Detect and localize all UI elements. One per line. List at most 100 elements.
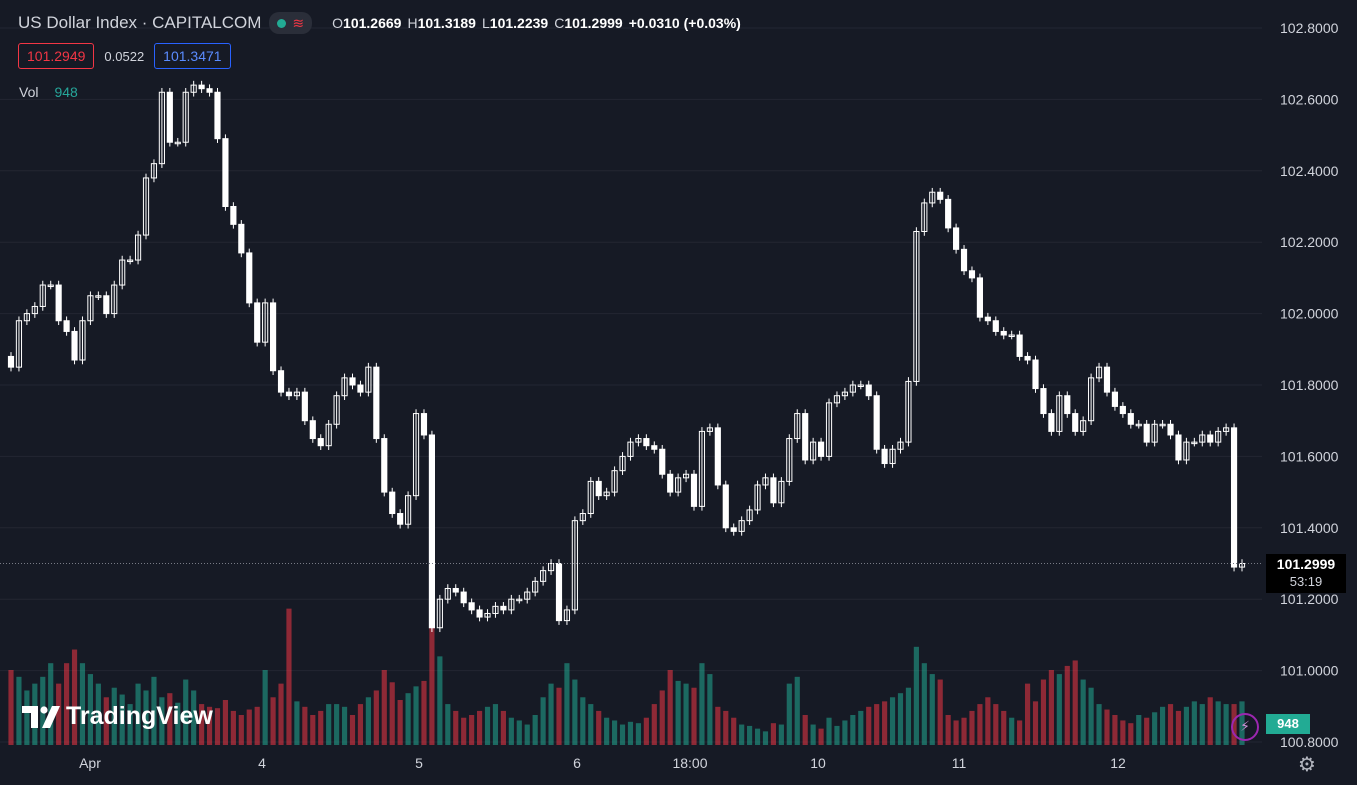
candle-body	[905, 380, 912, 443]
candle-body	[1080, 420, 1087, 432]
candle-body	[754, 484, 761, 511]
price-axis[interactable]: 102.8000 102.6000 102.4000 102.2000 102.0000…	[1280, 20, 1339, 750]
volume-bar	[977, 704, 983, 745]
candle-body	[7, 355, 15, 368]
candle-body	[547, 563, 555, 572]
candle-body	[1103, 366, 1111, 393]
volume-bar	[1167, 704, 1174, 745]
volume-bar	[349, 715, 356, 745]
time-axis[interactable]: Apr 4 5 6 18:00 10 11 12	[79, 755, 1126, 771]
bid-ask-panel: 101.2949 0.0522 101.3471	[18, 43, 231, 69]
volume-bar	[159, 697, 165, 745]
candle-body	[15, 320, 23, 368]
candle-body	[484, 612, 491, 618]
volume-bar	[754, 728, 761, 745]
candle-body	[540, 570, 547, 582]
candle-body	[873, 395, 880, 450]
volume-bar	[993, 704, 999, 745]
volume-bar	[969, 710, 975, 745]
candle-body	[325, 423, 332, 447]
volume-label: Vol	[19, 84, 39, 100]
volume-bar	[1001, 710, 1007, 745]
volume-bar	[270, 697, 276, 745]
candle-body	[1095, 366, 1103, 379]
candle-body	[55, 284, 62, 322]
candle-body	[71, 330, 78, 361]
volume-bar	[64, 663, 70, 745]
price-tick-label: 101.6000	[1280, 448, 1339, 464]
volume-bar	[8, 670, 14, 745]
candle-body	[1016, 334, 1023, 357]
volume-bar	[580, 697, 586, 745]
volume-bar	[373, 690, 379, 745]
candle-body	[857, 384, 864, 387]
open-value: 101.2669	[343, 15, 402, 31]
volume-bar	[183, 679, 189, 745]
volume-bar	[627, 721, 634, 745]
volume-bar	[167, 693, 173, 745]
volume-bar	[397, 700, 403, 745]
volume-bar	[246, 709, 252, 745]
volume-bar	[548, 683, 554, 745]
candle-body	[1191, 441, 1198, 445]
candle-body	[929, 191, 936, 204]
volume-bar	[532, 715, 538, 745]
sell-button[interactable]: 101.2949	[18, 43, 95, 69]
volume-bar	[175, 702, 181, 745]
candle-body	[897, 441, 904, 450]
candle-body	[103, 295, 110, 315]
volume-bar	[1024, 683, 1031, 745]
candle-body	[111, 284, 118, 315]
volume-bar	[882, 701, 888, 745]
volume-bar	[929, 674, 935, 745]
market-status-pill[interactable]: ≋	[269, 12, 313, 34]
candle-body	[555, 563, 563, 622]
volume-bar	[524, 724, 530, 745]
candle-body	[1135, 423, 1142, 427]
candle-body	[976, 277, 983, 318]
volume-bar	[151, 676, 157, 745]
candle-body	[627, 441, 634, 457]
settings-gear-icon[interactable]: ⚙	[1298, 754, 1316, 776]
tradingview-logo[interactable]: TradingView	[22, 702, 213, 731]
candle-body	[1048, 413, 1055, 432]
time-tick-label: 5	[415, 755, 423, 771]
candle-body	[690, 473, 698, 507]
low-value: 101.2239	[489, 15, 549, 31]
candle-body	[389, 491, 396, 515]
volume-bar	[111, 687, 117, 745]
volume-bar	[850, 715, 856, 745]
volume-bar	[310, 715, 316, 745]
time-tick-label: 6	[573, 755, 581, 771]
candle-body	[87, 295, 94, 322]
volume-bar	[786, 683, 792, 745]
volume-bar	[469, 715, 475, 745]
candle-body	[841, 391, 848, 397]
volume-bar	[445, 704, 451, 745]
volume-bar	[619, 724, 626, 745]
symbol-title[interactable]: US Dollar Index · CAPITALCOM	[18, 13, 262, 32]
last-price-tag: 101.2999 53:19	[1266, 554, 1346, 593]
volume-bar	[357, 704, 364, 745]
volume-bar	[889, 697, 896, 745]
candle-body	[1127, 413, 1134, 425]
candle-body	[865, 384, 872, 397]
candle-body	[1056, 395, 1063, 432]
candle-body	[675, 477, 682, 493]
candle-body	[452, 587, 459, 593]
bolt-icon[interactable]: ⚡	[1231, 713, 1259, 741]
candle-body	[23, 313, 30, 322]
buy-button[interactable]: 101.3471	[154, 43, 231, 69]
volume-bar	[318, 710, 324, 745]
candle-body	[95, 295, 102, 298]
candle-body	[682, 473, 690, 479]
candle-body	[198, 84, 205, 90]
candle-body	[913, 230, 920, 382]
volume-bar	[874, 704, 880, 745]
volume-bar	[905, 687, 912, 745]
candle-body	[63, 320, 70, 332]
volume-legend[interactable]: Vol 948	[19, 84, 78, 100]
candle-body	[412, 413, 420, 497]
volume-bar	[1048, 670, 1054, 745]
